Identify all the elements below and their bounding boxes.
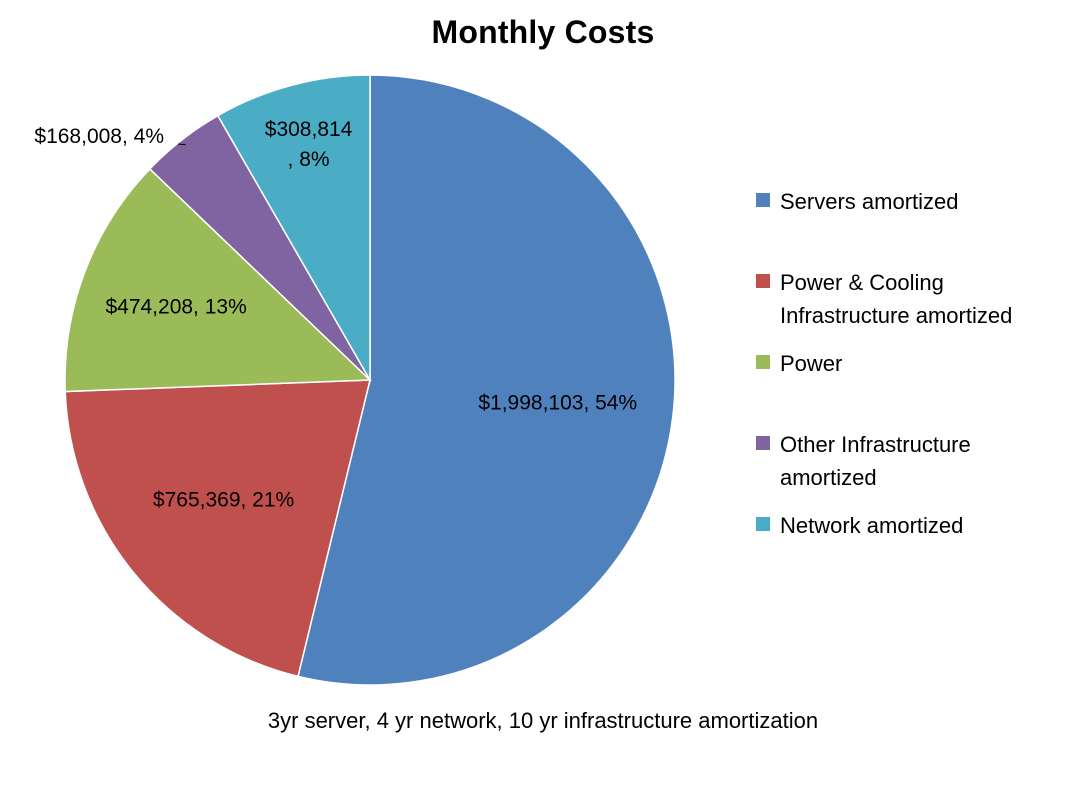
legend-swatch-network xyxy=(756,517,770,531)
legend-swatch-power xyxy=(756,355,770,369)
legend: Servers amortized Power & Cooling Infras… xyxy=(756,0,1086,797)
data-label-1: $765,369, 21% xyxy=(153,489,294,512)
pie-slice-1 xyxy=(64,379,371,678)
leader-line-3 xyxy=(177,143,186,146)
data-label-4: $308,814, 8% xyxy=(265,118,353,171)
legend-label-other-infrastructure: Other Infrastructure amortized xyxy=(780,432,971,490)
chart-title: Monthly Costs xyxy=(431,14,655,50)
legend-label-power: Power xyxy=(780,351,843,376)
data-label-2: $474,208, 13% xyxy=(105,295,246,318)
legend-swatch-servers xyxy=(756,193,770,207)
data-label-3: $168,008, 4% xyxy=(34,125,164,148)
pie-slice-2 xyxy=(64,167,372,393)
pie-slice-0 xyxy=(297,74,676,686)
legend-swatch-power-cooling xyxy=(756,274,770,288)
legend-swatch-other-infrastructure xyxy=(756,436,770,450)
chart-caption: 3yr server, 4 yr network, 10 yr infrastr… xyxy=(267,708,819,733)
data-label-0: $1,998,103, 54% xyxy=(478,391,637,414)
legend-label-network: Network amortized xyxy=(780,513,964,538)
legend-label-servers: Servers amortized xyxy=(780,189,959,214)
pie-slice-4 xyxy=(216,74,371,383)
legend-label-power-cooling: Power & Cooling Infrastructure amortized xyxy=(780,270,1013,328)
